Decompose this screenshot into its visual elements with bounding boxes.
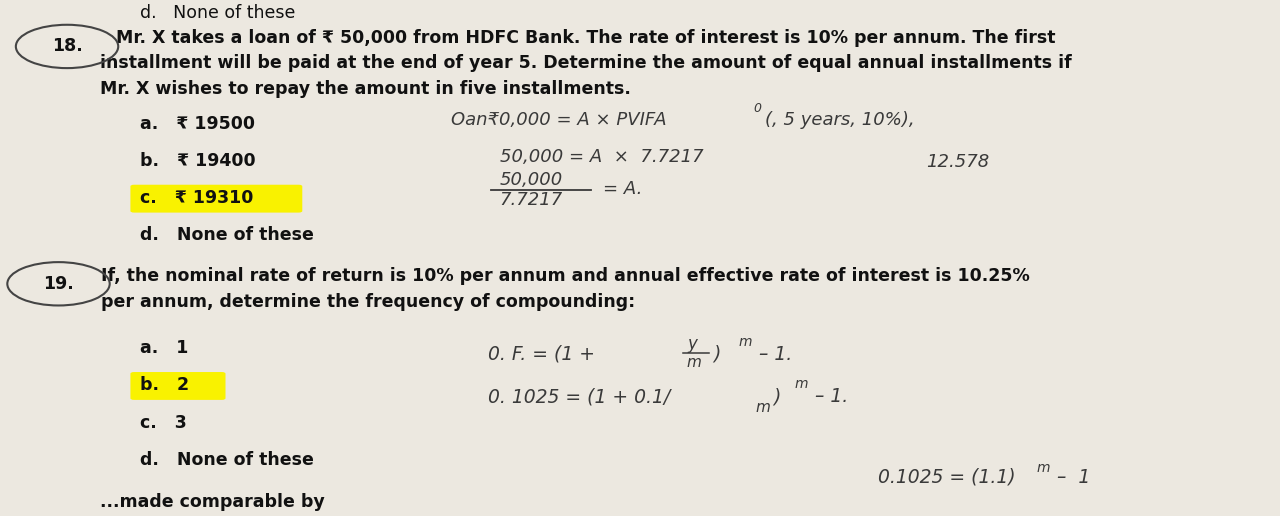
Text: d.   None of these: d. None of these [141, 227, 314, 244]
Text: = A.: = A. [603, 180, 643, 198]
Text: Mr. X wishes to repay the amount in five installments.: Mr. X wishes to repay the amount in five… [100, 80, 631, 98]
Text: Oan₹0,000 = A × PVIFA: Oan₹0,000 = A × PVIFA [451, 111, 667, 128]
Text: m: m [795, 377, 808, 391]
Text: 0.1025 = (1.1): 0.1025 = (1.1) [878, 468, 1015, 487]
Text: d.   None of these: d. None of these [141, 4, 296, 22]
Text: 7.7217: 7.7217 [499, 191, 563, 209]
Text: – 1.: – 1. [754, 345, 792, 364]
Text: Mr. X takes a loan of ₹ 50,000 from HDFC Bank. The rate of interest is 10% per a: Mr. X takes a loan of ₹ 50,000 from HDFC… [115, 29, 1055, 46]
Text: – 1.: – 1. [809, 388, 849, 406]
Text: ): ) [773, 388, 781, 406]
Text: (, 5 years, 10%),: (, 5 years, 10%), [765, 111, 915, 128]
Text: 50,000 = A  ×  7.7217: 50,000 = A × 7.7217 [499, 148, 704, 166]
Text: a.   1: a. 1 [141, 340, 188, 357]
Text: –  1: – 1 [1051, 468, 1091, 487]
Text: c.   ₹ 19310: c. ₹ 19310 [141, 189, 253, 207]
Text: If, the nominal rate of return is 10% per annum and annual effective rate of int: If, the nominal rate of return is 10% pe… [101, 267, 1030, 285]
Text: 12.578: 12.578 [927, 153, 989, 171]
Text: b.   ₹ 19400: b. ₹ 19400 [141, 152, 256, 170]
Text: 50,000: 50,000 [499, 171, 563, 188]
Text: ...made comparable by: ...made comparable by [100, 493, 325, 510]
Text: installment will be paid at the end of year 5. Determine the amount of equal ann: installment will be paid at the end of y… [100, 55, 1071, 72]
Text: 0. 1025 = (1 + 0.1/: 0. 1025 = (1 + 0.1/ [488, 388, 669, 406]
Text: 19.: 19. [44, 275, 74, 293]
Text: a.   ₹ 19500: a. ₹ 19500 [141, 115, 255, 133]
Text: m: m [755, 399, 771, 415]
Text: 0. F. = (1 +: 0. F. = (1 + [488, 345, 607, 364]
FancyBboxPatch shape [131, 185, 302, 213]
Text: m: m [739, 334, 753, 349]
Text: m: m [1036, 461, 1050, 475]
Text: ): ) [713, 345, 721, 364]
Text: b.   2: b. 2 [141, 377, 189, 394]
Text: m: m [686, 355, 701, 370]
FancyBboxPatch shape [131, 372, 225, 400]
Text: c.   3: c. 3 [141, 414, 187, 431]
Text: y: y [687, 335, 698, 353]
Text: 0: 0 [754, 102, 762, 115]
Text: d.   None of these: d. None of these [141, 451, 314, 469]
Text: 18.: 18. [51, 38, 82, 55]
Text: per annum, determine the frequency of compounding:: per annum, determine the frequency of co… [101, 293, 635, 311]
